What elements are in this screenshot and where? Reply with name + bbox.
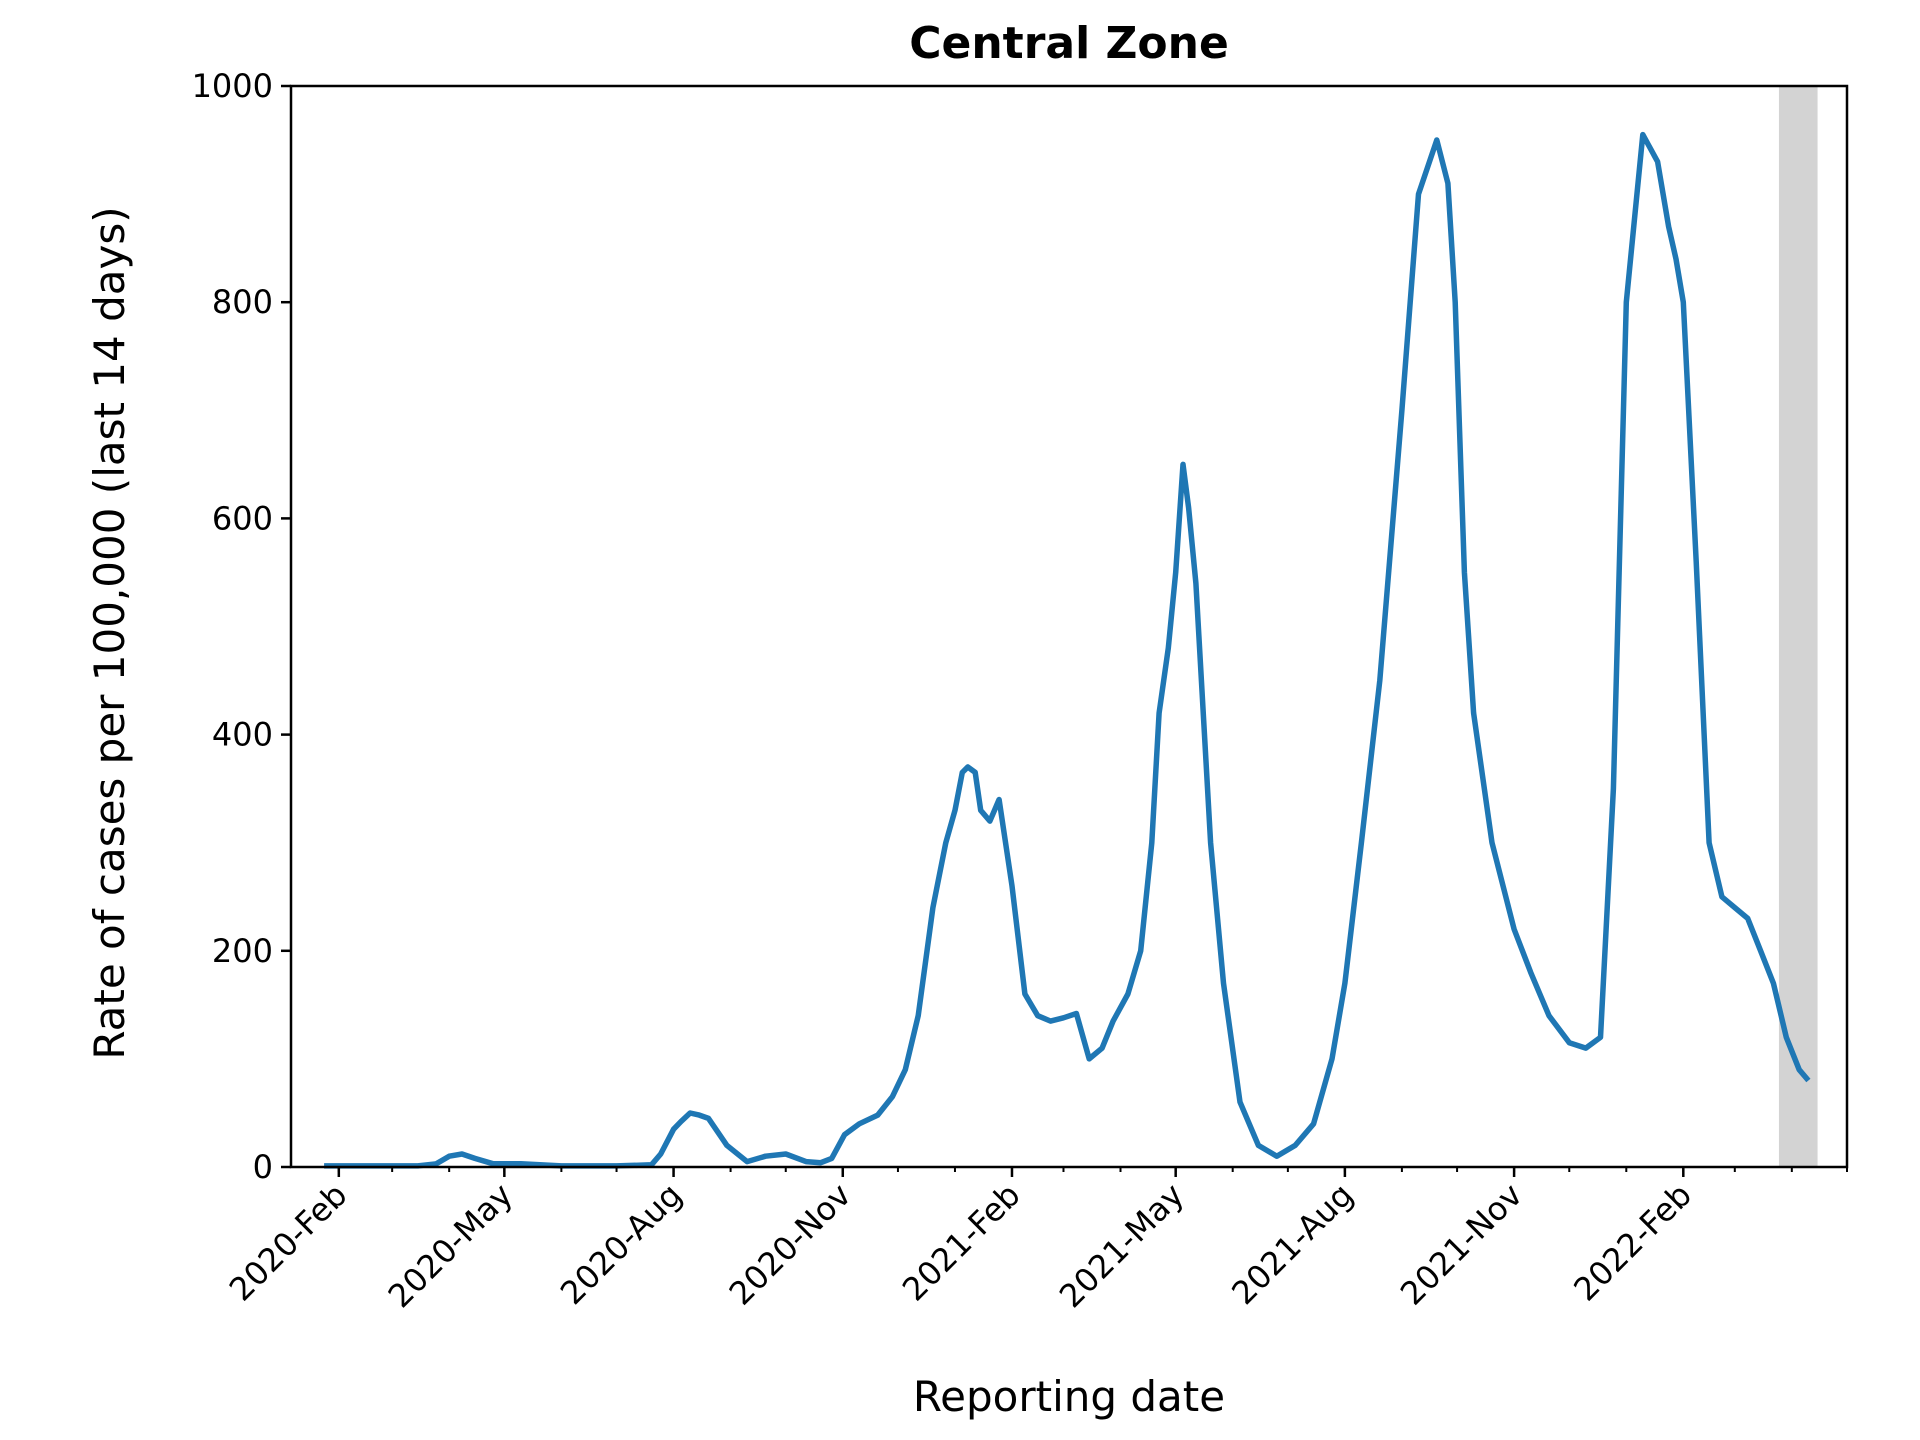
y-tick-label: 200 bbox=[212, 932, 273, 970]
y-tick-label: 0 bbox=[253, 1148, 273, 1186]
shaded-region bbox=[1778, 86, 1818, 1167]
x-tick-label: 2021-Feb bbox=[895, 1176, 1028, 1309]
x-axis-label: Reporting date bbox=[913, 1372, 1225, 1421]
y-tick-label: 1000 bbox=[192, 67, 273, 105]
x-tick-label: 2020-May bbox=[381, 1176, 520, 1315]
x-tick-label: 2020-Feb bbox=[222, 1176, 355, 1309]
y-tick-label: 600 bbox=[212, 499, 273, 537]
x-tick-label: 2021-Aug bbox=[1224, 1176, 1360, 1312]
x-tick-label: 2020-Nov bbox=[722, 1176, 859, 1313]
x-tick-label: 2021-Nov bbox=[1393, 1176, 1530, 1313]
series-line-0 bbox=[324, 131, 1811, 1169]
axes: 0 200 400 600 800 1000 2020-Feb 2020-May 2020-Au… bbox=[192, 67, 1849, 1315]
chart-title: Central Zone bbox=[909, 18, 1229, 69]
x-tick-label: 2022-Feb bbox=[1566, 1176, 1699, 1309]
y-tick-label: 800 bbox=[212, 283, 273, 321]
plot-area bbox=[324, 86, 1818, 1169]
axes-frame bbox=[289, 84, 1849, 1169]
y-axis-label: Rate of cases per 100,000 (last 14 days) bbox=[85, 206, 134, 1059]
x-tick-label: 2020-Aug bbox=[553, 1176, 689, 1312]
y-tick-label: 400 bbox=[212, 716, 273, 754]
x-tick-label: 2021-May bbox=[1052, 1176, 1191, 1315]
